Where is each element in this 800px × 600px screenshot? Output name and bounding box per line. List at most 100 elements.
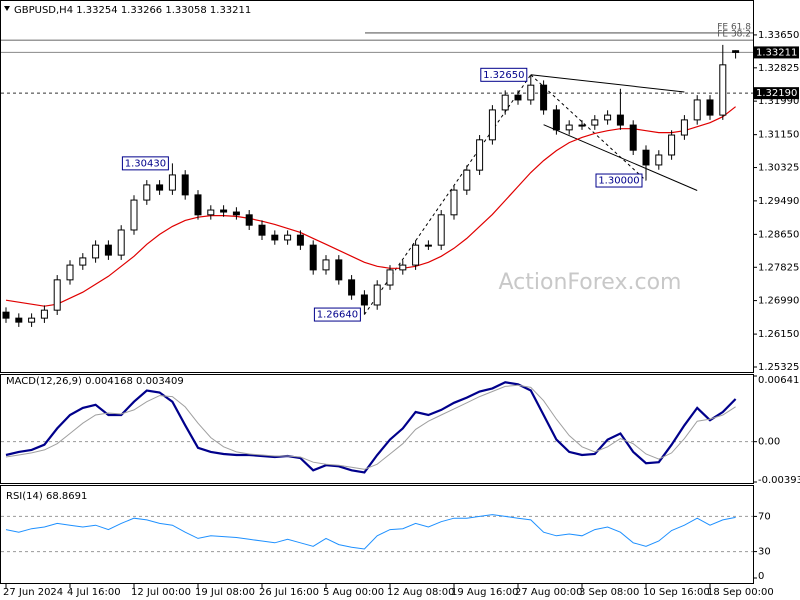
price-annotation: 1.30000 <box>598 176 639 187</box>
ohlc-close: 1.33211 <box>210 5 251 16</box>
price-annotation-box <box>313 307 361 322</box>
candle-body <box>104 244 112 256</box>
price-box <box>753 46 799 59</box>
candle-body <box>463 169 471 191</box>
candle-body <box>693 99 701 121</box>
y-tick-label: 1.29490 <box>758 196 799 207</box>
candle-body <box>437 214 445 246</box>
y-tick-label: 1.32825 <box>758 63 799 74</box>
y-tick-label: -0.003938 <box>758 475 800 486</box>
y-tick-label: 1.31990 <box>758 96 799 107</box>
candle-body <box>181 174 189 196</box>
x-tick-label: 12 Aug 08:00 <box>387 587 454 598</box>
y-tick-label: 1.26990 <box>758 296 799 307</box>
candle-body <box>732 50 740 53</box>
candle-body <box>565 124 573 131</box>
candle-body <box>28 317 36 323</box>
x-tick-label: 12 Jul 00:00 <box>131 587 191 598</box>
y-tick-label: 1.26150 <box>758 329 799 340</box>
x-tick-label: 10 Sep 16:00 <box>643 587 710 598</box>
price-annotation: 1.26640 <box>317 310 358 321</box>
candle-body <box>514 94 522 101</box>
x-tick-label: 3 Sep 08:00 <box>579 587 639 598</box>
symbol: GBPUSD,H4 <box>14 5 73 16</box>
candle-body <box>604 114 612 121</box>
y-tick-label: 0.006413 <box>758 375 800 386</box>
candle-body <box>335 259 343 281</box>
price-annotation: 1.30430 <box>125 158 166 169</box>
candle-body <box>258 224 266 236</box>
watermark: ActionForex.com <box>499 270 682 295</box>
macd-value: 0.004168 <box>85 376 133 387</box>
x-tick-label: 4 Jul 16:00 <box>67 587 121 598</box>
candle-body <box>527 84 535 101</box>
candle-body <box>540 84 548 111</box>
candle-body <box>450 189 458 216</box>
candle-body <box>706 99 714 116</box>
candle-body <box>616 114 624 126</box>
fib-label: FE 38.2 <box>717 30 751 40</box>
indicator-line <box>5 381 737 474</box>
candle-body <box>399 264 407 271</box>
y-tick-label: 30 <box>758 547 771 558</box>
y-tick-label: 1.25325 <box>758 362 799 373</box>
indicator-line <box>5 514 736 550</box>
x-tick-label: 27 Jun 2024 <box>3 587 63 598</box>
chart-header: GBPUSD,H4 1.33254 1.33266 1.33058 1.3321… <box>14 5 251 16</box>
y-tick-label: 0.00 <box>758 437 780 448</box>
rsi-title: RSI(14) <box>6 491 43 502</box>
y-tick-label: 1.28650 <box>758 229 799 240</box>
candle-body <box>15 317 23 323</box>
candle-body <box>655 154 663 166</box>
candle-body <box>271 234 279 241</box>
macd-title: MACD(12,26,9) <box>6 376 82 387</box>
ohlc-low: 1.33058 <box>165 5 206 16</box>
indicator-line <box>5 384 736 470</box>
candle-body <box>373 284 381 306</box>
candle-body <box>168 174 176 191</box>
candle-body <box>296 234 304 246</box>
candle-body <box>53 279 61 311</box>
trendline <box>530 74 647 181</box>
macd-panel-frame <box>0 374 754 484</box>
candle-body <box>412 244 420 266</box>
candle-body <box>501 94 509 111</box>
candle-body <box>680 119 688 136</box>
candle-body <box>488 109 496 141</box>
candle-body <box>220 209 228 213</box>
trendline <box>530 74 685 93</box>
level-label: 1.32190 <box>756 88 797 99</box>
x-tick-label: 18 Sep 00:00 <box>707 587 774 598</box>
y-tick-label: 70 <box>758 511 771 522</box>
candle-body <box>719 64 727 116</box>
level-box <box>753 87 799 100</box>
candle-body <box>309 244 317 271</box>
candle-body <box>578 124 586 127</box>
y-tick-label: 1.31150 <box>758 130 799 141</box>
candle-body <box>92 244 100 259</box>
candle-body <box>591 119 599 126</box>
indicator-line <box>5 106 736 307</box>
y-tick-label: 1.27825 <box>758 262 799 273</box>
rsi-panel-frame <box>0 485 754 584</box>
symbol-icon <box>4 6 10 11</box>
candle-body <box>386 269 394 286</box>
candle-body <box>668 134 676 156</box>
candle-body <box>40 309 48 319</box>
x-tick-label: 27 Aug 00:00 <box>515 587 582 598</box>
candle-body <box>232 211 240 216</box>
candle-body <box>348 279 356 296</box>
x-tick-label: 19 Aug 16:00 <box>451 587 518 598</box>
price-annotation-box <box>595 173 643 188</box>
ohlc-open: 1.33254 <box>76 5 117 16</box>
price-annotation: 1.32650 <box>483 70 524 81</box>
candle-body <box>130 199 138 231</box>
price-annotation-box <box>480 67 528 82</box>
candle-body <box>629 124 637 151</box>
y-tick-label: 0 <box>758 571 764 582</box>
candle-body <box>424 244 432 247</box>
candle-body <box>207 209 215 216</box>
rsi-header: RSI(14) 68.8691 <box>6 491 87 502</box>
